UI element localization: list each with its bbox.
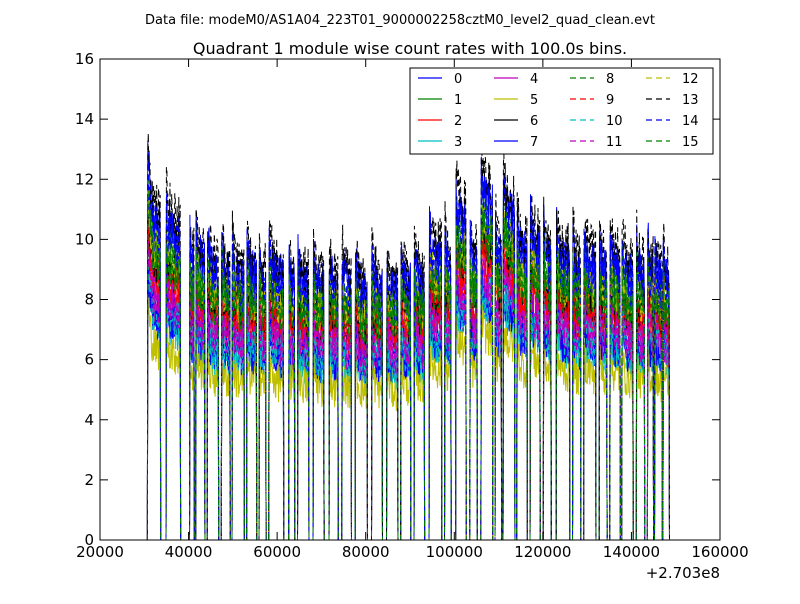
- x-tick-label: 100000: [426, 543, 483, 561]
- y-tick-label: 6: [84, 351, 94, 369]
- y-tick-label: 0: [84, 531, 94, 549]
- x-offset-label: +2.703e8: [646, 564, 720, 582]
- legend-label-2: 2: [454, 114, 462, 129]
- legend-label-4: 4: [530, 72, 538, 87]
- y-tick-label: 8: [84, 291, 94, 309]
- legend-label-10: 10: [606, 114, 623, 129]
- series-line-14: [146, 157, 670, 540]
- legend-label-0: 0: [454, 72, 462, 87]
- legend-label-8: 8: [606, 72, 614, 87]
- x-axis: 20000 40000 60000 80000 100000 120000 140000 16…: [76, 59, 749, 561]
- y-tick-label: 16: [75, 50, 94, 68]
- series-line-13: [146, 132, 670, 540]
- legend-label-15: 15: [682, 135, 699, 150]
- y-tick-label: 10: [75, 230, 94, 248]
- y-tick-label: 14: [75, 110, 94, 128]
- legend-label-14: 14: [682, 114, 699, 129]
- series-line-5: [146, 292, 670, 540]
- legend-label-7: 7: [530, 135, 538, 150]
- data-file-label: Data file: modeM0/AS1A04_223T01_90000022…: [145, 13, 655, 28]
- legend-label-11: 11: [606, 135, 623, 150]
- x-tick-label: 140000: [603, 543, 660, 561]
- series-line-12: [146, 185, 670, 540]
- legend-label-6: 6: [530, 114, 538, 129]
- y-tick-label: 4: [84, 411, 94, 429]
- y-tick-label: 12: [75, 170, 94, 188]
- legend-label-9: 9: [606, 93, 614, 108]
- x-tick-label: 40000: [165, 543, 213, 561]
- x-tick-label: 160000: [691, 543, 748, 561]
- y-tick-label: 2: [84, 471, 94, 489]
- legend-label-12: 12: [682, 72, 699, 87]
- series-line-11: [146, 240, 670, 540]
- series-layer: [146, 132, 670, 540]
- legend-label-13: 13: [682, 93, 699, 108]
- series-line-15: [146, 190, 670, 540]
- legend-box: [409, 67, 714, 155]
- x-tick-label: 60000: [253, 543, 301, 561]
- x-tick-label: 120000: [514, 543, 571, 561]
- x-tick-label: 20000: [76, 543, 124, 561]
- chart-title: Quadrant 1 module wise count rates with …: [193, 39, 627, 58]
- legend-label-1: 1: [454, 93, 462, 108]
- legend-label-5: 5: [530, 93, 538, 108]
- legend-label-3: 3: [454, 135, 462, 150]
- x-tick-label: 80000: [342, 543, 390, 561]
